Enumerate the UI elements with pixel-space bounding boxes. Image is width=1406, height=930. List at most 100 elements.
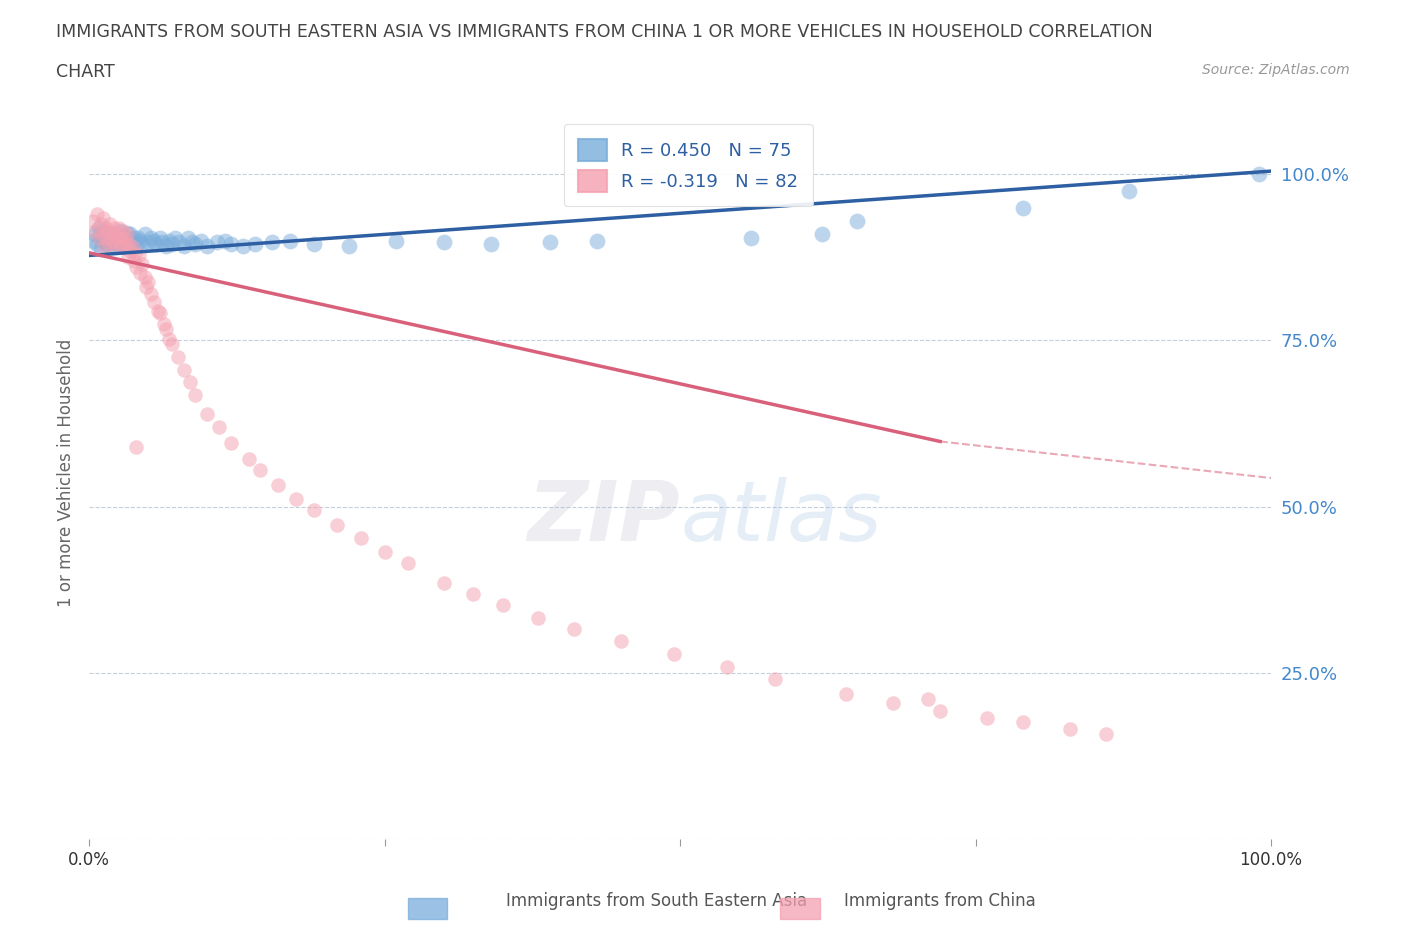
Point (152, 316, 174, 331)
Point (219, 436, 242, 451)
Point (302, 237, 325, 252)
Text: Immigrants from China: Immigrants from China (844, 892, 1035, 910)
Point (96, 230, 118, 245)
Point (167, 234, 190, 249)
Point (108, 223, 131, 238)
Point (267, 478, 290, 493)
Point (149, 305, 172, 320)
Point (1118, 183, 1140, 198)
Point (97, 223, 120, 238)
Point (173, 363, 195, 378)
Point (104, 234, 127, 249)
Point (128, 265, 150, 280)
Point (1094, 726, 1116, 741)
Point (104, 237, 127, 252)
Point (93, 240, 115, 255)
Point (278, 233, 301, 248)
Point (112, 239, 135, 254)
Point (120, 227, 142, 242)
Point (91, 233, 114, 248)
Point (91, 227, 114, 242)
Point (238, 451, 260, 466)
Point (214, 233, 236, 248)
Point (120, 244, 142, 259)
Point (86, 237, 108, 252)
Point (160, 237, 183, 252)
Point (82, 233, 104, 248)
Point (492, 597, 515, 612)
Point (184, 237, 207, 252)
Point (562, 622, 585, 637)
Point (91, 223, 114, 238)
Point (86, 206, 108, 221)
Point (122, 230, 145, 245)
Point (107, 237, 129, 252)
Point (121, 240, 143, 255)
Point (101, 239, 124, 254)
Point (143, 295, 166, 310)
Point (374, 544, 396, 559)
Point (114, 230, 136, 245)
Point (180, 234, 202, 249)
Point (262, 234, 284, 249)
Point (114, 230, 136, 245)
Point (107, 230, 129, 245)
Point (115, 227, 138, 242)
Point (100, 228, 122, 243)
Point (479, 237, 502, 252)
Point (834, 686, 856, 701)
Point (94, 220, 117, 235)
Point (302, 502, 325, 517)
Point (107, 230, 129, 245)
Point (134, 227, 156, 242)
Text: Source: ZipAtlas.com: Source: ZipAtlas.com (1202, 63, 1350, 77)
Point (527, 611, 550, 626)
Point (143, 233, 166, 248)
Point (326, 518, 349, 533)
Point (155, 239, 177, 254)
Point (179, 374, 201, 389)
Point (190, 233, 212, 248)
Point (205, 234, 228, 249)
Point (1012, 715, 1035, 730)
Point (433, 234, 456, 249)
Point (139, 286, 162, 301)
Point (284, 491, 307, 506)
Point (118, 237, 141, 252)
Point (173, 239, 195, 254)
Point (586, 233, 609, 248)
Point (740, 230, 762, 245)
Point (103, 230, 125, 245)
Point (538, 234, 561, 249)
Point (87, 230, 110, 245)
Point (84, 227, 107, 242)
Point (91, 210, 114, 225)
Point (117, 250, 139, 265)
Point (139, 230, 162, 245)
Point (128, 248, 150, 263)
Point (117, 237, 139, 252)
Point (121, 234, 143, 249)
Point (249, 462, 271, 477)
Point (118, 232, 141, 247)
Point (146, 303, 169, 318)
Point (100, 227, 122, 242)
Point (219, 237, 242, 252)
Point (337, 239, 360, 254)
Point (134, 270, 156, 285)
Point (131, 257, 153, 272)
Text: CHART: CHART (56, 63, 115, 81)
Point (114, 237, 136, 252)
Text: atlas: atlas (681, 477, 882, 558)
Point (232, 239, 254, 254)
Point (115, 225, 138, 240)
Point (105, 227, 128, 242)
Point (98, 237, 121, 252)
Point (107, 220, 129, 235)
Point (125, 439, 148, 454)
Point (763, 671, 786, 686)
Point (114, 237, 136, 252)
Point (110, 233, 132, 248)
Point (90, 242, 112, 257)
Point (82, 214, 104, 229)
